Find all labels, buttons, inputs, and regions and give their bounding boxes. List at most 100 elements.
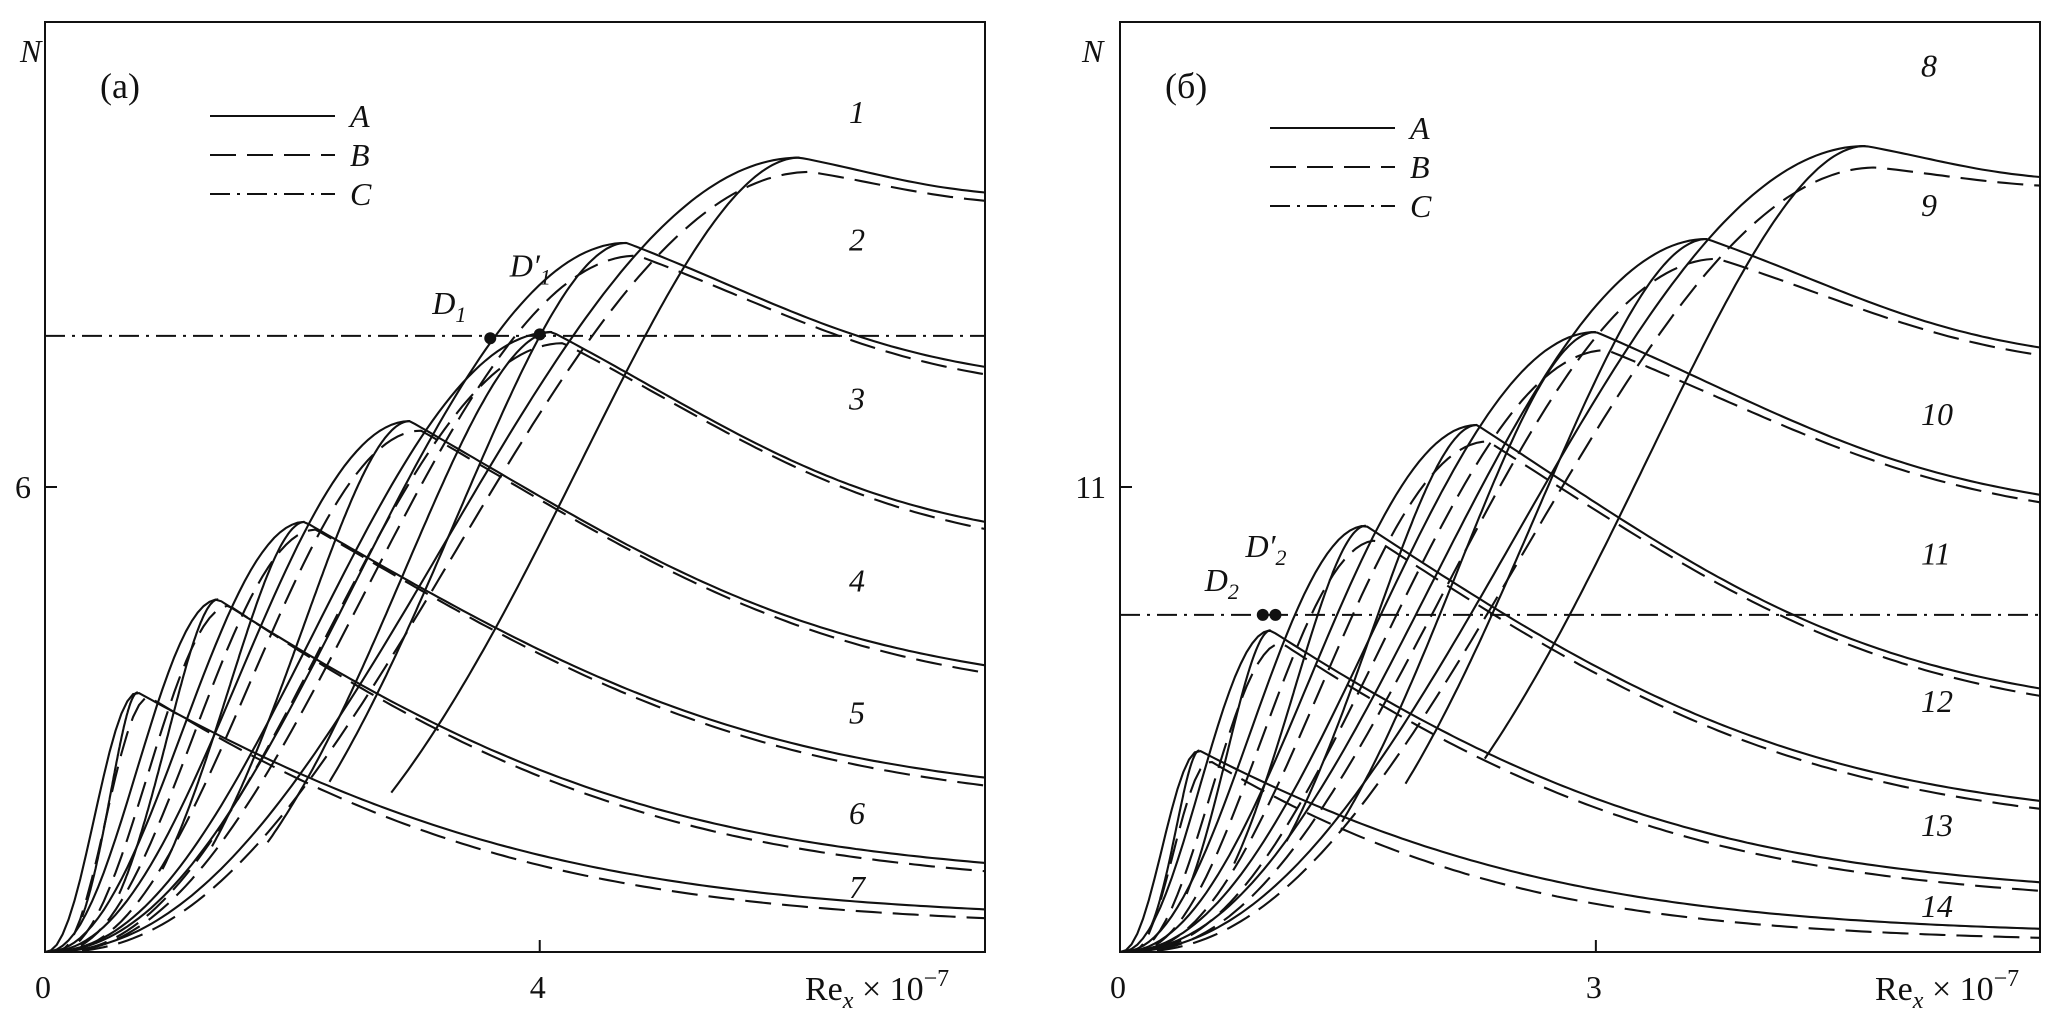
series-4-A xyxy=(44,420,986,954)
curve-label-10: 10 xyxy=(1921,396,1953,432)
point-label-a-0: D1 xyxy=(431,285,466,327)
y-axis-label-a: N xyxy=(19,33,43,69)
series-3-rise xyxy=(266,330,553,843)
plot-frame-b xyxy=(1119,21,2041,953)
point-a-1 xyxy=(533,328,546,341)
x-tick-label-b-0: 0 xyxy=(1110,969,1126,1005)
curve-label-2: 2 xyxy=(849,222,865,258)
series-14-rise xyxy=(1150,749,1200,926)
series-3-B xyxy=(45,342,986,954)
series-2-A xyxy=(44,241,986,954)
curves-b: 8 9 10 11 12 13 14 xyxy=(1119,47,2041,954)
point-label-sub-b-0: 2 xyxy=(1228,579,1239,604)
legend-a: A B C xyxy=(210,98,372,212)
chart-panel-a: 1 2 3 4 5 6 7 0 4 6 D1 D′1 N (a) A B C Rex × 10−7 xyxy=(15,21,986,1014)
y-tick-label-b-0: 11 xyxy=(1075,469,1106,505)
y-tick-label-a-0: 6 xyxy=(15,469,31,505)
x-axis-label-a-suffix: × 10 xyxy=(853,971,923,1008)
x-tick-label-a-1: 4 xyxy=(530,969,546,1005)
x-tick-label-b-1: 3 xyxy=(1586,969,1602,1005)
y-axis-label-b: N xyxy=(1081,33,1105,69)
series-11-A xyxy=(1119,423,2041,954)
series-9-B xyxy=(1120,257,2041,954)
legend-label-b-B: B xyxy=(1410,149,1430,185)
x-axis-label-b: Rex × 10−7 xyxy=(1875,966,2019,1014)
series-8-rise xyxy=(1483,144,1866,760)
series-8-B xyxy=(1120,166,2041,954)
series-1-A xyxy=(45,156,986,954)
curve-label-6: 6 xyxy=(849,795,865,831)
series-8-A xyxy=(1120,145,2041,954)
curve-label-11: 11 xyxy=(1921,536,1951,572)
point-label-sub-a-0: 1 xyxy=(455,302,466,327)
point-label-b-1: D′2 xyxy=(1244,528,1286,570)
x-axis-label-a-sub: x xyxy=(842,988,854,1014)
curve-label-12: 12 xyxy=(1921,683,1953,719)
x-axis-label-a-base: Re xyxy=(805,971,843,1008)
legend-label-a-A: A xyxy=(348,98,370,134)
point-a-0 xyxy=(484,332,497,345)
x-axis-label-b-sub: x xyxy=(1912,988,1924,1014)
x-axis-label-b-suffix: × 10 xyxy=(1923,971,1993,1008)
curve-label-8: 8 xyxy=(1921,47,1937,83)
curve-label-9: 9 xyxy=(1921,187,1937,223)
series-9-A xyxy=(1119,237,2041,954)
series-10-A xyxy=(1119,331,2041,954)
point-b-1 xyxy=(1269,608,1282,621)
x-axis-label-a: Rex × 10−7 xyxy=(805,966,949,1014)
series-4-rise xyxy=(211,420,410,847)
series-2-rise xyxy=(328,241,627,783)
curve-label-3: 3 xyxy=(848,381,865,417)
point-label-b-0: D2 xyxy=(1204,562,1239,604)
series-7-B xyxy=(45,697,986,954)
series-13-rise xyxy=(1185,629,1271,895)
series-14-B xyxy=(1120,761,2041,954)
panel-label-b: (б) xyxy=(1165,66,1207,106)
legend-label-a-C: C xyxy=(350,176,372,212)
series-5-rise xyxy=(161,520,305,870)
series-7-A xyxy=(44,692,986,954)
series-10-rise xyxy=(1341,330,1596,823)
x-axis-label-a-exp: −7 xyxy=(924,966,950,992)
chart-panel-b: 8 9 10 11 12 13 14 0 3 11 D2D′2 N (б) A B C Rex ×… xyxy=(1075,21,2041,1014)
series-11-B xyxy=(1120,440,2041,954)
series-1-B xyxy=(45,170,986,954)
series-13-B xyxy=(1120,642,2041,954)
legend-label-b-A: A xyxy=(1408,110,1430,146)
series-13-A xyxy=(1119,629,2041,954)
curve-label-7: 7 xyxy=(849,869,867,905)
series-10-B xyxy=(1120,349,2041,954)
curve-label-5: 5 xyxy=(849,694,865,730)
legend-label-b-C: C xyxy=(1410,188,1432,224)
curves-a: 1 2 3 4 5 6 7 xyxy=(44,94,986,954)
curve-label-14: 14 xyxy=(1921,888,1953,924)
series-12-B xyxy=(1120,539,2041,954)
series-14-A xyxy=(1119,749,2041,954)
x-axis-label-b-exp: −7 xyxy=(1994,966,2020,992)
series-4-B xyxy=(45,429,986,954)
marks-a: 0 4 6 D1 D′1 xyxy=(15,247,551,1005)
series-6-rise xyxy=(118,598,219,895)
point-label-a-1: D′1 xyxy=(509,247,551,289)
series-6-A xyxy=(44,598,986,954)
series-12-rise xyxy=(1233,524,1366,864)
series-6-B xyxy=(45,604,986,954)
panel-label-a: (a) xyxy=(100,66,140,106)
point-b-0 xyxy=(1256,608,1269,621)
series-2-B xyxy=(45,254,986,954)
series-11-rise xyxy=(1285,423,1477,842)
series-5-A xyxy=(44,520,986,954)
curve-label-13: 13 xyxy=(1921,807,1953,843)
series-1-rise xyxy=(390,156,800,794)
legend-b: A B C xyxy=(1270,110,1432,224)
point-label-sub-b-1: 2 xyxy=(1276,545,1287,570)
series-3-A xyxy=(44,330,986,954)
series-5-B xyxy=(45,528,986,954)
series-12-A xyxy=(1119,525,2041,954)
x-tick-label-a-0: 0 xyxy=(35,969,51,1005)
x-axis-label-b-base: Re xyxy=(1875,971,1913,1008)
legend-label-a-B: B xyxy=(350,137,370,173)
series-9-rise xyxy=(1404,237,1707,785)
marks-b: 0 3 11 D2D′2 xyxy=(1075,469,1602,1005)
